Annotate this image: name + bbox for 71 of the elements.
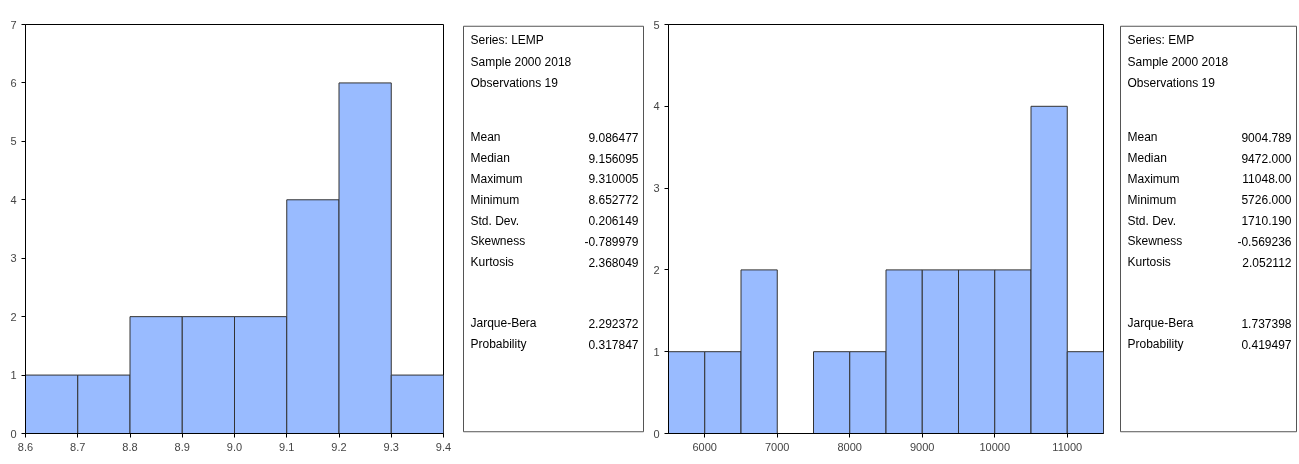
y-tick-label: 0 <box>10 427 17 440</box>
x-tick-label: 6000 <box>692 440 717 453</box>
y-tick-label: 3 <box>10 252 17 265</box>
category-label: Median <box>1127 151 1167 166</box>
x-tick-label: 9.1 <box>279 440 295 453</box>
text: 2.052112 <box>1242 255 1292 270</box>
x-tick-label: 11000 <box>1052 440 1083 453</box>
text: 9472.000 <box>1241 151 1292 166</box>
x-tick-label: 7000 <box>765 440 790 453</box>
y-tick-label: 1 <box>10 369 17 382</box>
y-tick-label: 0 <box>653 427 660 440</box>
y-tick-label: 5 <box>653 18 660 31</box>
category-label: Jarque-Bera <box>1127 316 1194 331</box>
category-label: Mean <box>1127 130 1158 145</box>
x-tick-label: 9.3 <box>383 440 399 453</box>
text: 1.737398 <box>1241 316 1292 331</box>
y-tick-label: 7 <box>10 18 17 31</box>
y-tick-label: 1 <box>653 345 660 358</box>
category-label: Mean <box>470 130 501 145</box>
y-tick-label: 3 <box>653 182 660 195</box>
category-label: Maximum <box>1127 171 1180 186</box>
category-label: Probability <box>1127 337 1184 352</box>
y-tick-label: 5 <box>10 135 17 148</box>
y-tick-label: 4 <box>10 193 17 206</box>
category-label: Std. Dev. <box>1127 213 1176 228</box>
y-tick-label: 4 <box>653 100 660 113</box>
category-label: Skewness <box>1127 234 1183 249</box>
x-tick-label: 9.0 <box>226 440 243 453</box>
text: Sample 2000 2018 <box>470 54 572 69</box>
x-tick-label: 10000 <box>979 440 1011 453</box>
x-tick-label: 9.2 <box>331 440 347 453</box>
text: 8.652772 <box>588 193 639 208</box>
text: Series: EMP <box>1127 33 1195 48</box>
text: Observations 19 <box>1127 75 1216 90</box>
x-tick-label: 8.7 <box>70 440 86 453</box>
x-tick-label: 8000 <box>837 440 862 453</box>
y-tick-label: 2 <box>10 310 17 323</box>
text: 11048.00 <box>1242 172 1292 187</box>
category-label: Skewness <box>470 234 526 249</box>
text: 2.292372 <box>588 316 639 331</box>
text: 2.368049 <box>588 255 639 270</box>
text: 9004.789 <box>1241 130 1292 145</box>
category-label: Std. Dev. <box>470 213 519 228</box>
text: 9.156095 <box>588 151 639 166</box>
category-label: Minimum <box>470 192 520 207</box>
category-label: Minimum <box>1127 192 1177 207</box>
text: 0.206149 <box>588 214 639 229</box>
text: 1710.190 <box>1241 214 1292 229</box>
category-label: Jarque-Bera <box>470 316 537 331</box>
x-tick-label: 8.6 <box>17 440 34 453</box>
text: Sample 2000 2018 <box>1127 54 1229 69</box>
text: Series: LEMP <box>470 33 544 48</box>
y-tick-label: 2 <box>653 263 660 276</box>
y-tick-label: 6 <box>10 76 17 89</box>
text: Observations 19 <box>470 75 559 90</box>
x-tick-label: 9.4 <box>435 440 452 453</box>
text: 0.317847 <box>588 337 639 352</box>
text: -0.789979 <box>584 234 639 249</box>
category-label: Probability <box>470 337 527 352</box>
text: -0.569236 <box>1237 234 1292 249</box>
x-tick-label: 8.8 <box>122 440 138 453</box>
text: 9.086477 <box>588 130 639 145</box>
category-label: Kurtosis <box>1127 255 1171 270</box>
text: 5726.000 <box>1241 193 1292 208</box>
x-tick-label: 9000 <box>910 440 935 453</box>
x-tick-label: 8.9 <box>174 440 190 453</box>
category-label: Maximum <box>470 171 523 186</box>
category-label: Median <box>470 151 510 166</box>
text: 0.419497 <box>1241 337 1292 352</box>
category-label: Kurtosis <box>470 255 514 270</box>
text: 9.310005 <box>588 172 639 187</box>
